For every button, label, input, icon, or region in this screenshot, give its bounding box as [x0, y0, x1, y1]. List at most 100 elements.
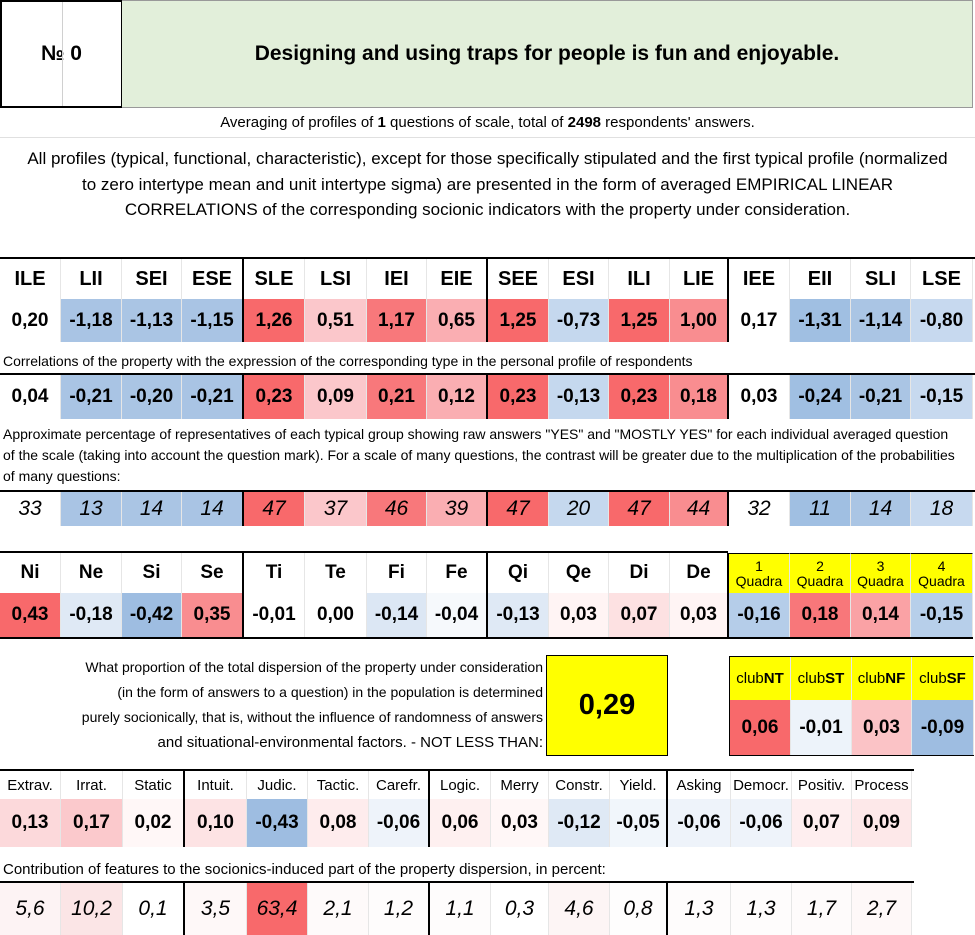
question-title-box: Designing and using traps for people is … — [122, 0, 973, 108]
type-label-5: LSI — [305, 259, 367, 299]
type-value-12: 0,17 — [729, 299, 790, 342]
type-labels-row: ILE LII SEI ESE SLE LSI IEI EIE SEE ESI ILI LIE IEE E… — [0, 259, 973, 299]
contribution-value-8: 0,3 — [491, 883, 549, 935]
divider — [62, 2, 63, 106]
quadra-label-3: 4 Quadra — [911, 553, 973, 593]
function-label-11: De — [670, 553, 729, 593]
dispersion-line-2: (in the form of answers to a question) i… — [117, 684, 543, 700]
type-label-3: ESE — [182, 259, 244, 299]
function-label-4: Ti — [244, 553, 305, 593]
correlation-value-5: 0,09 — [305, 375, 367, 419]
type-label-11: LIE — [670, 259, 729, 299]
function-value-6: -0,14 — [367, 593, 427, 637]
trait-value-3: 0,10 — [185, 799, 247, 847]
dispersion-line-1: What proportion of the total dispersion … — [85, 659, 543, 675]
correlation-value-1: -0,21 — [61, 375, 122, 419]
contribution-value-10: 0,8 — [610, 883, 668, 935]
type-value-11: 1,00 — [670, 299, 729, 342]
function-value-7: -0,04 — [427, 593, 488, 637]
type-label-14: SLI — [851, 259, 911, 299]
club-value-3: -0,09 — [912, 700, 974, 755]
quadra-number: 2 — [816, 557, 824, 574]
trait-label-13: Positiv. — [792, 771, 852, 799]
type-label-7: EIE — [427, 259, 488, 299]
trait-value-10: -0,05 — [610, 799, 668, 847]
correlation-value-3: -0,21 — [182, 375, 244, 419]
contribution-value-3: 3,5 — [185, 883, 247, 935]
function-value-0: 0,43 — [0, 593, 61, 637]
type-value-4: 1,26 — [244, 299, 305, 342]
correlation-value-7: 0,12 — [427, 375, 488, 419]
trait-value-8: 0,03 — [491, 799, 549, 847]
trait-value-6: -0,06 — [369, 799, 430, 847]
question-title: Designing and using traps for people is … — [254, 42, 840, 65]
type-value-7: 0,65 — [427, 299, 488, 342]
contribution-note: Contribution of features to the socionic… — [3, 861, 606, 878]
function-label-5: Te — [305, 553, 367, 593]
club-code: ST — [825, 670, 845, 687]
club-value-1: -0,01 — [791, 700, 852, 755]
type-label-2: SEI — [122, 259, 182, 299]
type-value-9: -0,73 — [549, 299, 609, 342]
percentage-value-1: 13 — [61, 492, 122, 526]
function-label-10: Di — [609, 553, 670, 593]
type-values-row: 0,20 -1,18 -1,13 -1,15 1,26 0,51 1,17 0,65 1,25-… — [0, 299, 973, 342]
function-label-0: Ni — [0, 553, 61, 593]
type-value-3: -1,15 — [182, 299, 244, 342]
club-value-2: 0,03 — [852, 700, 912, 755]
quadra-label-2: 3 Quadra — [851, 553, 911, 593]
function-label-7: Fe — [427, 553, 488, 593]
quadra-word: Quadra — [796, 572, 844, 589]
type-value-14: -1,14 — [851, 299, 911, 342]
contribution-value-0: 5,6 — [0, 883, 61, 935]
correlation-value-8: 0,23 — [488, 375, 549, 419]
quadra-number: 3 — [876, 557, 885, 574]
trait-label-5: Tactic. — [308, 771, 369, 799]
trait-value-4: -0,43 — [247, 799, 308, 847]
function-value-5: 0,00 — [305, 593, 367, 637]
trait-value-12: -0,06 — [731, 799, 792, 847]
trait-label-3: Intuit. — [185, 771, 247, 799]
quadra-value-0: -0,16 — [729, 593, 790, 637]
quadra-word: Quadra — [918, 572, 965, 589]
contribution-values-row: 5,6 10,2 0,1 3,5 63,4 2,1 1,2 1,1 0,3 4,6 0,8 1,3 1,… — [0, 883, 912, 935]
dispersion-line-4: and situational-environmental factors. -… — [157, 734, 543, 751]
percentage-value-8: 47 — [488, 492, 549, 526]
description-text: All profiles (typical, functional, chara… — [27, 149, 948, 219]
trait-labels-row: Extrav. Irrat. Static Intuit. Judic. Tactic. C… — [0, 771, 912, 799]
quadra-value-2: 0,14 — [851, 593, 911, 637]
dispersion-value: 0,29 — [546, 655, 668, 756]
club-prefix: club — [857, 670, 886, 687]
club-code: NF — [885, 670, 906, 687]
percentage-value-9: 20 — [549, 492, 609, 526]
trait-value-13: 0,07 — [792, 799, 852, 847]
function-value-10: 0,07 — [609, 593, 670, 637]
contribution-value-1: 10,2 — [61, 883, 123, 935]
quadra-word: Quadra — [857, 572, 904, 589]
quadra-label-1: 2 Quadra — [790, 553, 851, 593]
club-code: SF — [946, 670, 966, 687]
club-values-row: 0,06 -0,01 0,03 -0,09 — [729, 700, 974, 756]
divider — [0, 373, 975, 375]
correlation-value-4: 0,23 — [244, 375, 305, 419]
function-labels-row: Ni Ne Si Se Ti Te Fi Fe Qi Qe Di De 1 Quadra 2 Quadra 3 Q… — [0, 553, 973, 593]
question-number: № 0 — [41, 42, 82, 65]
correlation-value-0: 0,04 — [0, 375, 61, 419]
contribution-value-9: 4,6 — [549, 883, 610, 935]
club-label-3: club SF — [912, 657, 974, 700]
trait-label-12: Democr. — [731, 771, 792, 799]
trait-value-1: 0,17 — [61, 799, 123, 847]
question-count: 1 — [377, 114, 386, 131]
correlation-value-11: 0,18 — [670, 375, 729, 419]
summary-prefix: Averaging of profiles of — [220, 114, 378, 131]
divider — [0, 257, 975, 259]
contribution-value-13: 1,7 — [792, 883, 852, 935]
correlation-value-13: -0,24 — [790, 375, 851, 419]
function-label-2: Si — [122, 553, 182, 593]
function-values-row: 0,43 -0,18 -0,42 0,35 -0,01 0,00 -0,14 -0,04 -0,… — [0, 593, 973, 637]
function-value-4: -0,01 — [244, 593, 305, 637]
type-label-4: SLE — [244, 259, 305, 299]
type-label-9: ESI — [549, 259, 609, 299]
correlation-value-10: 0,23 — [609, 375, 670, 419]
contribution-value-14: 2,7 — [852, 883, 912, 935]
